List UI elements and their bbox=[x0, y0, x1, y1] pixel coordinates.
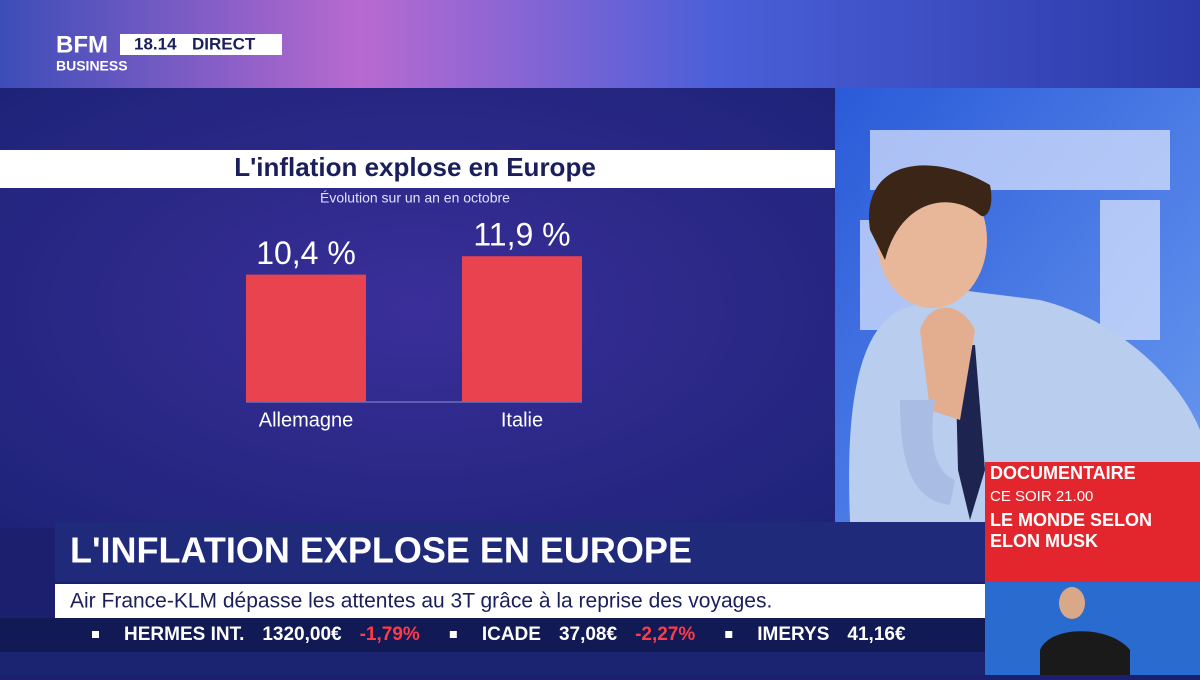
logo-top: BFM bbox=[56, 31, 108, 58]
stock-price: 41,16€ bbox=[847, 624, 906, 645]
promo-title: LE MONDE SELON bbox=[990, 510, 1152, 530]
stock-change: -2,27% bbox=[635, 624, 695, 645]
promo-title: ELON MUSK bbox=[990, 531, 1098, 551]
headline: L'INFLATION EXPLOSE EN EUROPE bbox=[70, 530, 692, 571]
news-ticker: Air France-KLM dépasse les attentes au 3… bbox=[70, 590, 772, 613]
stock-name: IMERYS bbox=[757, 624, 829, 645]
value-label: 10,4 % bbox=[256, 235, 356, 271]
promo-time: CE SOIR 21.00 bbox=[990, 488, 1093, 505]
category-label: Allemagne bbox=[259, 409, 354, 431]
stock-ticker: HERMES INT. 1320,00€ -1,79% ICADE 37,08€ -2,2… bbox=[92, 624, 906, 645]
stock-band bbox=[0, 618, 985, 652]
separator bbox=[449, 631, 457, 638]
stock-name: HERMES INT. bbox=[124, 624, 244, 645]
category-label: Italie bbox=[501, 409, 543, 431]
time: 18.14 bbox=[134, 34, 177, 53]
stock-price: 1320,00€ bbox=[262, 624, 342, 645]
chart-subtitle: Évolution sur un an en octobre bbox=[320, 190, 510, 206]
chart-title-band bbox=[0, 150, 835, 188]
bar bbox=[246, 274, 366, 402]
logo-bottom: BUSINESS bbox=[56, 58, 128, 74]
chart-title: L'inflation explose en Europe bbox=[234, 152, 596, 182]
bar bbox=[462, 256, 582, 402]
stock-change: -1,79% bbox=[360, 624, 420, 645]
thumbnail-head bbox=[1059, 587, 1085, 619]
separator bbox=[725, 631, 733, 638]
value-label: 11,9 % bbox=[473, 217, 570, 253]
promo-label: DOCUMENTAIRE bbox=[990, 463, 1136, 483]
chart: 10,4 % Allemagne 11,9 % Italie bbox=[246, 217, 582, 431]
stock-name: ICADE bbox=[482, 624, 541, 645]
news-band bbox=[55, 584, 985, 618]
stock-bottom bbox=[0, 652, 985, 675]
promo-panel bbox=[985, 462, 1200, 582]
headline-band bbox=[55, 522, 985, 582]
separator bbox=[92, 631, 99, 638]
live-status: DIRECT bbox=[192, 34, 256, 53]
live-badge bbox=[120, 34, 282, 55]
thumbnail-figure bbox=[1040, 631, 1130, 675]
stock-price: 37,08€ bbox=[559, 624, 618, 645]
